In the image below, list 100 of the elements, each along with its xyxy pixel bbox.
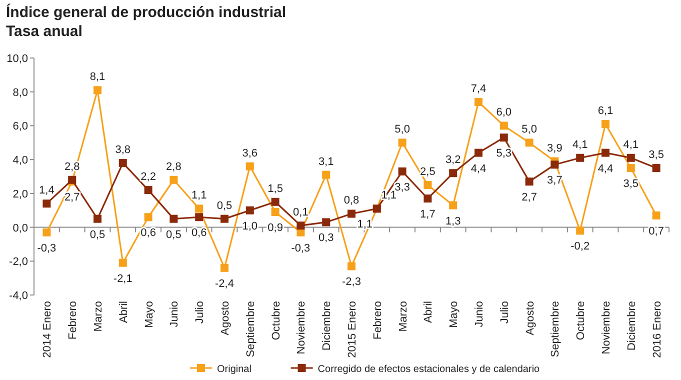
data-label: 3,7	[547, 174, 562, 187]
data-label: 4,1	[623, 138, 639, 151]
data-label: 0,6	[140, 227, 156, 240]
point	[296, 222, 305, 230]
data-label: 2,7	[64, 192, 80, 204]
point	[94, 86, 102, 94]
x-tick-label: Abril	[422, 301, 435, 324]
point	[271, 198, 280, 206]
data-label: 3,9	[547, 142, 562, 154]
data-label: 3,5	[623, 178, 639, 190]
point	[602, 148, 610, 157]
x-tick-label: Febrero	[372, 301, 384, 340]
data-label: 6,0	[496, 106, 512, 119]
x-tick-label: Agosto	[524, 301, 536, 336]
data-label: 3,3	[394, 181, 410, 194]
point	[118, 258, 127, 267]
y-tick-label: 2,0	[12, 188, 28, 200]
x-tick-label: Marzo	[92, 301, 104, 332]
point	[170, 214, 178, 223]
point	[322, 218, 330, 226]
y-tick-label: 4,0	[12, 154, 28, 167]
point	[144, 213, 152, 222]
data-label: 0,8	[344, 194, 360, 207]
data-label: 3,5	[648, 149, 664, 162]
point	[602, 120, 610, 128]
point	[474, 98, 482, 106]
data-label: 2,5	[420, 166, 436, 178]
data-label: 0,5	[216, 200, 232, 212]
x-tick-label: Septiembre	[550, 301, 562, 358]
point	[500, 134, 508, 142]
data-label: 0,6	[191, 227, 207, 240]
data-label: -0,3	[37, 242, 56, 254]
point	[424, 194, 432, 203]
y-tick-label: -4,0	[9, 290, 28, 302]
data-label: 1,7	[420, 208, 436, 221]
data-label: 3,6	[242, 147, 258, 160]
data-label: 4,4	[470, 162, 486, 175]
point	[525, 138, 534, 147]
x-tick-label: Diciembre	[321, 301, 334, 351]
x-tick-label: 2016 Enero	[651, 301, 664, 358]
point	[652, 211, 660, 220]
data-label: 0,1	[293, 206, 308, 219]
data-label: 0,5	[166, 228, 182, 241]
point	[195, 204, 204, 213]
x-tick-label: Mayo	[143, 301, 156, 328]
data-label: 0,5	[90, 228, 106, 241]
y-tick-label: 10,0	[6, 53, 28, 65]
data-label: 7,4	[470, 83, 486, 96]
y-tick-label: 0,0	[12, 222, 28, 234]
chart-title: Índice general de producción industrial	[6, 3, 286, 21]
x-tick-label: Junio	[168, 301, 181, 328]
x-tick-label: Mayo	[448, 301, 460, 328]
x-tick-label: Julio	[498, 301, 511, 324]
point	[42, 228, 51, 236]
data-label: 3,8	[115, 144, 131, 156]
y-tick-label: 8,0	[12, 86, 28, 99]
point	[118, 158, 127, 167]
point	[220, 264, 228, 272]
point	[525, 178, 534, 186]
x-tick-label: Julio	[194, 301, 206, 324]
legend-label: Corregido de efectos estacionales y de calendario	[318, 364, 540, 375]
point	[348, 210, 356, 218]
point	[652, 164, 660, 172]
point	[348, 262, 356, 270]
x-tick-label: Agosto	[220, 301, 232, 336]
data-label: 1,5	[268, 182, 283, 195]
y-tick-label: -2,0	[9, 256, 28, 268]
point	[474, 148, 482, 157]
data-label: 5,0	[522, 124, 537, 136]
data-label: -2,1	[113, 272, 132, 285]
point	[626, 164, 635, 172]
data-label: 0,3	[318, 232, 334, 244]
data-label: 1,0	[242, 220, 258, 232]
point	[398, 167, 406, 176]
x-tick-label: Marzo	[397, 301, 410, 332]
x-tick-label: 2015 Enero	[346, 301, 358, 358]
point	[144, 186, 152, 194]
data-label: -2,4	[215, 278, 234, 290]
point	[626, 154, 635, 162]
x-tick-label: Noviembre	[296, 301, 308, 354]
data-label: -2,3	[342, 276, 361, 288]
point	[220, 214, 228, 223]
legend-label: Original	[217, 364, 252, 375]
y-tick-label: 6,0	[12, 120, 28, 133]
point	[550, 160, 559, 169]
data-label: 2,7	[522, 192, 537, 204]
point	[246, 162, 254, 170]
data-label: -0,2	[570, 240, 590, 253]
x-tick-label: Noviembre	[600, 301, 612, 354]
point	[449, 201, 458, 210]
data-label: 4,4	[598, 162, 614, 175]
x-tick-label: Abril	[118, 301, 130, 324]
point	[271, 208, 280, 216]
data-label: 4,1	[572, 138, 588, 151]
point	[576, 226, 584, 235]
point	[42, 200, 51, 208]
chart-subtitle: Tasa anual	[6, 23, 82, 40]
x-tick-label: Diciembre	[626, 301, 638, 351]
point	[500, 122, 508, 130]
point	[576, 154, 584, 162]
